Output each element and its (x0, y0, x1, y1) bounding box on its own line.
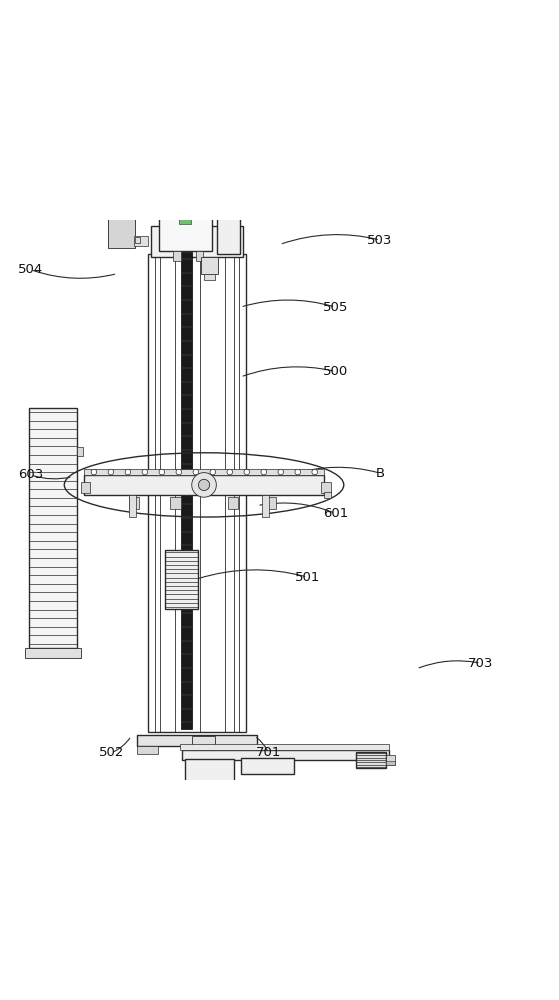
Bar (134, 236, 148, 246)
Bar (159, 209, 212, 251)
Bar (148, 254, 246, 732)
Bar (386, 755, 395, 765)
Bar (321, 482, 331, 493)
Text: 502: 502 (99, 746, 125, 759)
Bar (137, 746, 158, 754)
Bar (266, 497, 276, 509)
Bar (25, 648, 81, 658)
Circle shape (227, 469, 233, 475)
Circle shape (176, 469, 182, 475)
Circle shape (159, 469, 165, 475)
Bar (77, 447, 83, 456)
Circle shape (261, 469, 267, 475)
Text: B: B (376, 467, 385, 480)
Circle shape (295, 469, 301, 475)
Circle shape (312, 469, 318, 475)
Bar (228, 497, 238, 509)
Bar (204, 274, 215, 280)
Circle shape (91, 469, 97, 475)
Bar (217, 205, 240, 254)
Bar (196, 251, 203, 261)
Bar (241, 758, 294, 774)
Bar (84, 469, 324, 475)
Bar (262, 495, 269, 517)
Bar (356, 752, 386, 768)
Circle shape (108, 469, 113, 475)
Bar (151, 226, 243, 257)
Circle shape (210, 469, 216, 475)
Circle shape (142, 469, 148, 475)
Bar (179, 219, 191, 224)
Bar (324, 492, 331, 498)
Text: 500: 500 (323, 365, 348, 378)
Circle shape (193, 469, 198, 475)
Bar (84, 475, 324, 495)
Text: 603: 603 (18, 468, 44, 481)
Bar (179, 744, 389, 750)
Bar (181, 252, 192, 729)
Bar (173, 251, 181, 261)
Bar (108, 212, 135, 248)
Circle shape (244, 469, 249, 475)
Circle shape (198, 479, 210, 490)
Bar (137, 735, 257, 746)
Bar (129, 495, 136, 517)
Bar (185, 759, 234, 781)
Bar (29, 408, 77, 648)
Circle shape (125, 469, 131, 475)
Text: 601: 601 (323, 507, 348, 520)
Circle shape (278, 469, 283, 475)
Text: 504: 504 (18, 263, 44, 276)
Bar (135, 237, 140, 243)
Bar (165, 550, 198, 609)
Bar (201, 257, 218, 274)
Bar (182, 750, 389, 760)
Text: 501: 501 (295, 571, 320, 584)
Text: 701: 701 (255, 746, 281, 759)
Circle shape (192, 473, 216, 497)
Bar (386, 761, 395, 765)
Text: 703: 703 (468, 657, 494, 670)
Text: 503: 503 (367, 234, 393, 247)
Text: 505: 505 (323, 301, 348, 314)
Bar (81, 482, 90, 493)
Bar (192, 736, 215, 746)
Bar (236, 746, 257, 754)
Bar (170, 497, 181, 509)
Bar (129, 497, 139, 509)
